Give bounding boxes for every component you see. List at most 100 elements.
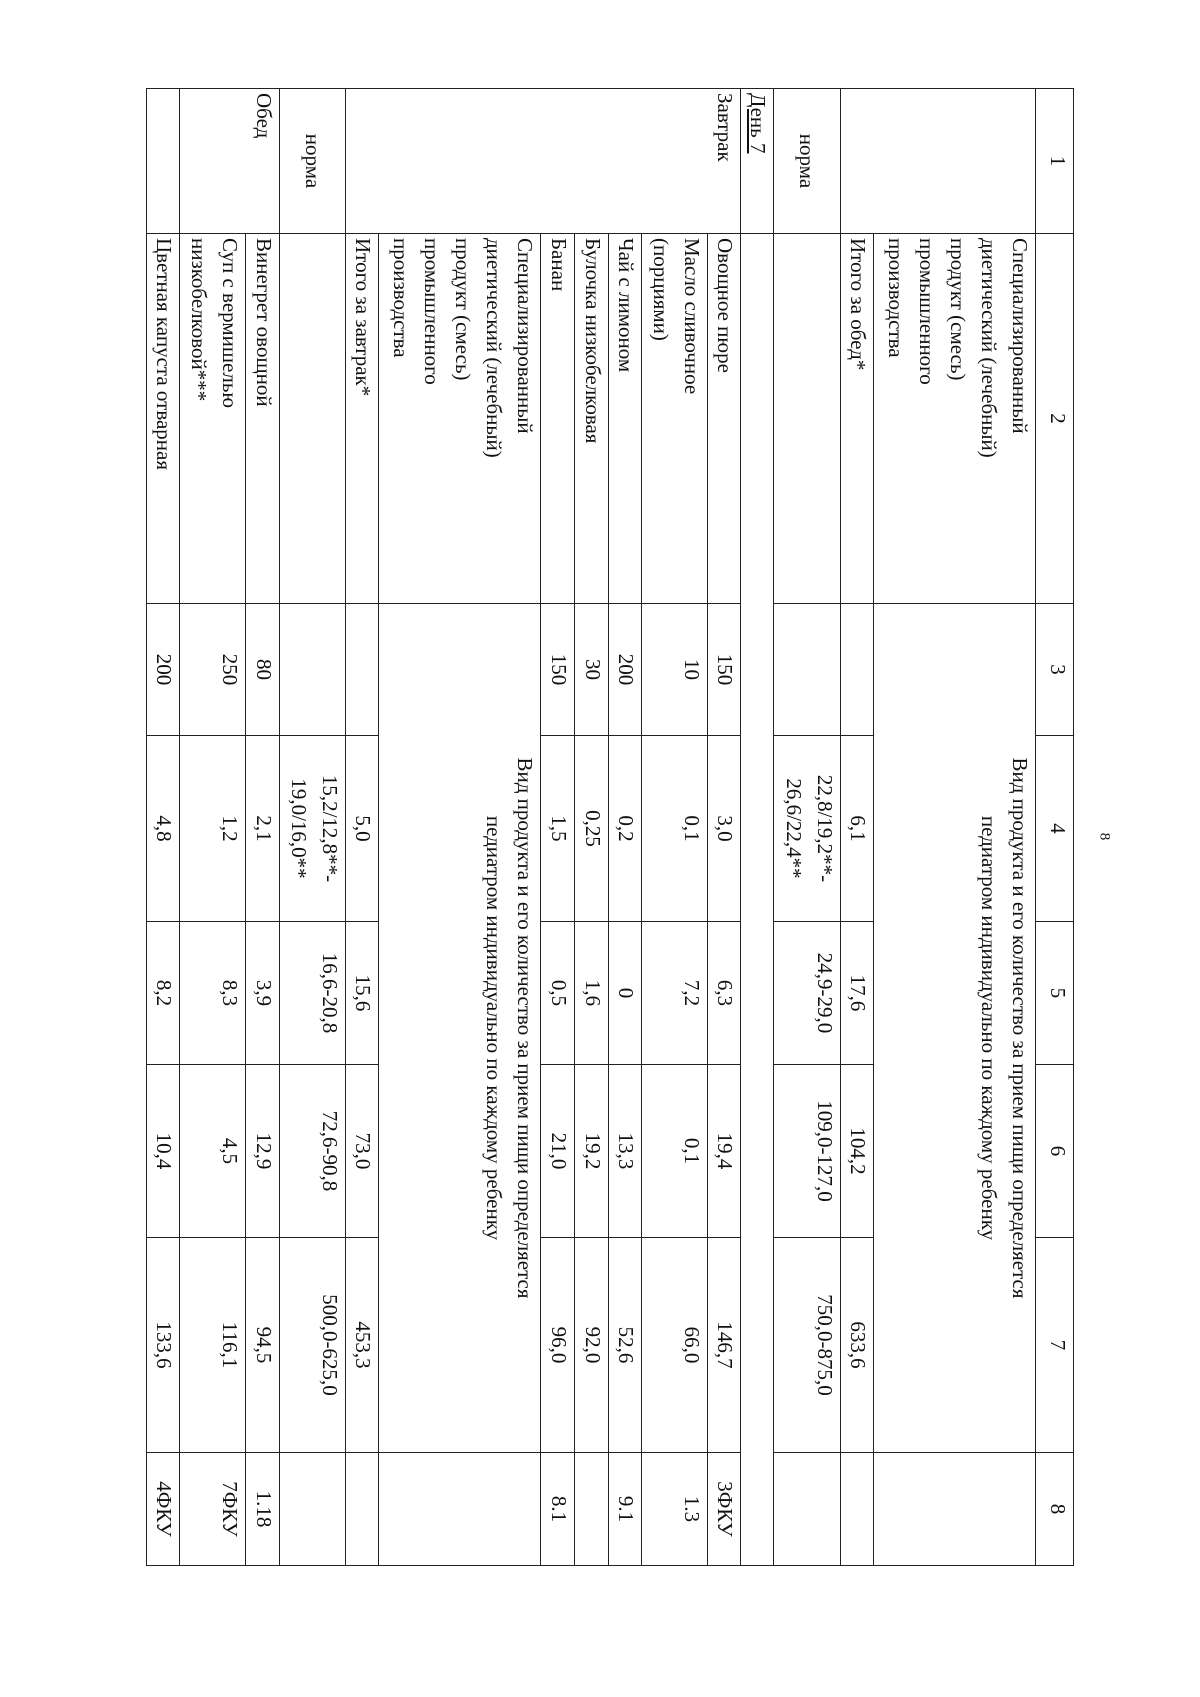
value-cell: 10 — [641, 603, 708, 736]
norm-row: норма 22,8/19,2**- 26,6/22,4** 24,9-29,0… — [773, 88, 841, 1566]
value-cell: 22,8/19,2**- 26,6/22,4** — [773, 735, 841, 922]
dish-name: Специализированный диетический (лечебный… — [378, 233, 541, 604]
value-cell: 73,0 — [345, 1064, 379, 1238]
total-row: Итого за завтрак* 5,0 15,6 73,0 453,3 — [345, 89, 379, 1566]
value-cell: 10,4 — [146, 1064, 180, 1238]
empty-cell — [773, 233, 841, 604]
dish-name: Чай с лимоном — [608, 233, 642, 604]
menu-table: 1 2 3 4 5 6 7 8 Специализированный диети… — [146, 88, 1074, 1566]
value-cell: 4ФКУ — [146, 1452, 180, 1566]
empty-cell — [345, 1452, 379, 1566]
empty-cell — [378, 1452, 541, 1566]
value-cell: 200 — [608, 603, 642, 736]
dish-name: Винегрет овощной — [245, 233, 280, 604]
value-cell: 72,6-90,8 — [279, 1064, 346, 1238]
mixture-note: Вид продукта и его количество за прием п… — [873, 603, 1036, 1453]
value-cell: 9.1 — [608, 1452, 642, 1566]
empty-cell — [840, 603, 874, 736]
value-cell: 0,1 — [641, 1064, 708, 1238]
empty-cell — [279, 233, 346, 604]
header-cell: 8 — [1035, 1452, 1074, 1566]
value-cell: 3,9 — [245, 921, 280, 1065]
header-cell: 3 — [1035, 603, 1074, 736]
value-cell: 12,9 — [245, 1064, 280, 1238]
value-cell: 15,6 — [345, 921, 379, 1065]
value-cell: 7ФКУ — [179, 1452, 246, 1566]
value-cell: 150 — [707, 603, 741, 736]
value-cell: 133,6 — [146, 1237, 180, 1453]
value-cell: 104,2 — [840, 1064, 874, 1238]
norm-label: норма — [773, 88, 841, 234]
dish-name: Специализированный диетический (лечебный… — [873, 233, 1036, 604]
empty-cell — [279, 1452, 346, 1566]
value-cell: 66,0 — [641, 1237, 708, 1453]
dish-name: Овощное пюре — [707, 233, 741, 604]
table-row: Масло сливочное (порциями) 10 0,1 7,2 0,… — [641, 89, 708, 1566]
value-cell: 30 — [574, 603, 609, 736]
table-row: Булочка низкобелковая 30 0,25 1,6 19,2 9… — [574, 89, 609, 1566]
value-cell: 8,3 — [179, 921, 246, 1065]
empty-cell — [146, 88, 180, 234]
value-cell: 5,0 — [345, 735, 379, 922]
page-number: 8 — [1096, 832, 1113, 841]
value-cell: 0 — [608, 921, 642, 1065]
value-cell: 92,0 — [574, 1237, 609, 1453]
value-cell: 13,3 — [608, 1064, 642, 1238]
value-cell: 4,8 — [146, 735, 180, 922]
value-cell: 0,5 — [540, 921, 575, 1065]
value-cell: 109,0-127,0 — [773, 1064, 841, 1238]
empty-cell — [773, 1452, 841, 1566]
empty-cell — [773, 603, 841, 736]
menu-table-rotated: 1 2 3 4 5 6 7 8 Специализированный диети… — [146, 88, 1074, 1566]
value-cell: 80 — [245, 603, 280, 736]
value-cell: 19,4 — [707, 1064, 741, 1238]
value-cell: 0,2 — [608, 735, 642, 922]
value-cell: 19,2 — [574, 1064, 609, 1238]
value-cell: 1.3 — [641, 1452, 708, 1566]
value-cell: 4,5 — [179, 1064, 246, 1238]
value-cell: 21,0 — [540, 1064, 575, 1238]
value-cell: 15,2/12,8**- 19,0/16,0** — [279, 735, 346, 922]
header-cell: 2 — [1035, 233, 1074, 604]
table-row: Чай с лимоном 200 0,2 0 13,3 52,6 9.1 — [608, 89, 642, 1566]
dish-name: Суп с вермишелью низкобелковой*** — [179, 233, 246, 604]
header-cell: 6 — [1035, 1064, 1074, 1238]
value-cell: 6,3 — [707, 921, 741, 1065]
table-row: Завтрак Овощное пюре 150 3,0 6,3 19,4 14… — [345, 88, 741, 1566]
value-cell: 16,6-20,8 — [279, 921, 346, 1065]
dish-name: Цветная капуста отварная — [146, 233, 180, 604]
empty-cell — [840, 1452, 874, 1566]
value-cell: 52,6 — [608, 1237, 642, 1453]
empty-cell — [873, 1452, 1036, 1566]
value-cell: 250 — [179, 603, 246, 736]
norm-row: норма 15,2/12,8**- 19,0/16,0** 16,6-20,8… — [279, 88, 346, 1566]
value-cell: 6,1 — [840, 735, 874, 922]
empty-cell — [740, 233, 774, 1566]
dish-name: Масло сливочное (порциями) — [641, 233, 708, 604]
value-cell: 1,6 — [574, 921, 609, 1065]
value-cell: 1,5 — [540, 735, 575, 922]
value-cell: 3,0 — [707, 735, 741, 922]
meal-label-breakfast: Завтрак — [345, 88, 741, 234]
table-row: Суп с вермишелью низкобелковой*** 250 1,… — [179, 89, 246, 1566]
empty-cell — [345, 603, 379, 736]
header-row: 1 2 3 4 5 6 7 8 — [1035, 88, 1074, 1566]
value-cell: 200 — [146, 603, 180, 736]
header-cell: 5 — [1035, 921, 1074, 1065]
value-cell: 7,2 — [641, 921, 708, 1065]
dish-name: Булочка низкобелковая — [574, 233, 609, 604]
value-cell: 17,6 — [840, 921, 874, 1065]
header-cell: 4 — [1035, 735, 1074, 922]
value-cell: 94,5 — [245, 1237, 280, 1453]
meal-label-lunch: Обед — [179, 88, 280, 234]
total-label: Итого за завтрак* — [345, 233, 379, 604]
value-cell: 96,0 — [540, 1237, 575, 1453]
mixture-note: Вид продукта и его количество за прием п… — [378, 603, 541, 1453]
dish-name: Банан — [540, 233, 575, 604]
table-row: Цветная капуста отварная 200 4,8 8,2 10,… — [146, 88, 180, 1566]
table-row: Банан 150 1,5 0,5 21,0 96,0 8.1 — [540, 89, 575, 1566]
total-row: Итого за обед* 6,1 17,6 104,2 633,6 — [840, 89, 874, 1566]
value-cell: 1.18 — [245, 1452, 280, 1566]
value-cell: 8.1 — [540, 1452, 575, 1566]
norm-label: норма — [279, 88, 346, 234]
